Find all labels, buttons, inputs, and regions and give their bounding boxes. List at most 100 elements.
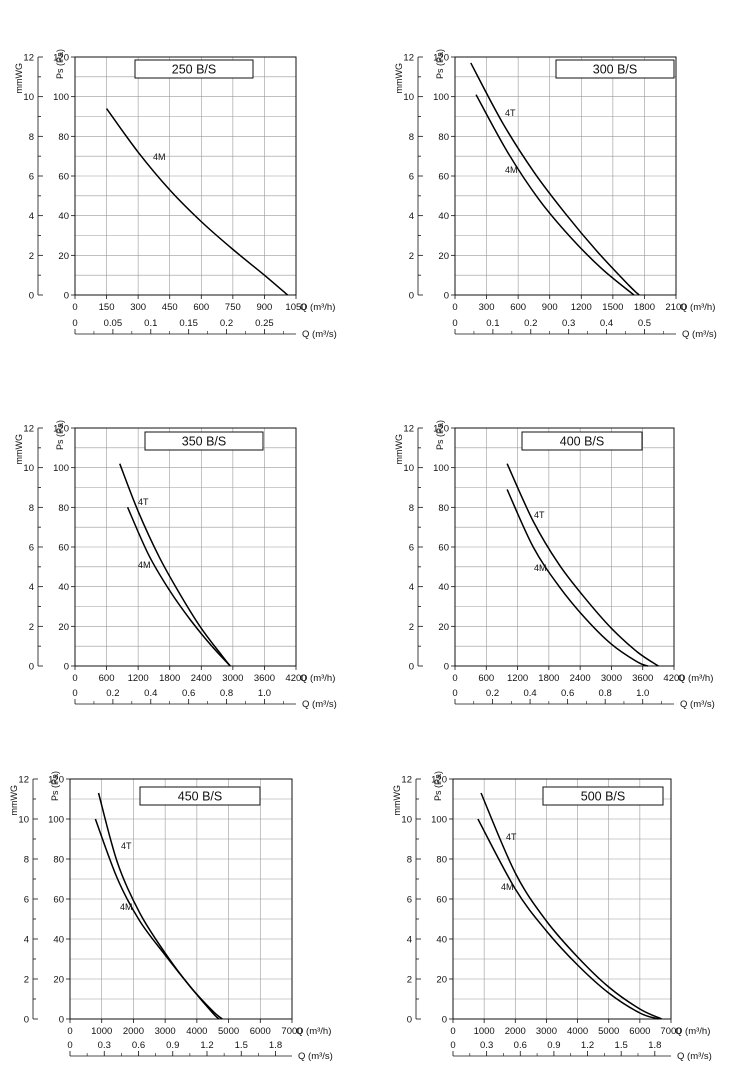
mmwg-tick-label: 10: [403, 463, 414, 474]
mmwg-tick-label: 4: [24, 935, 29, 946]
x2-tick-label: 0.4: [144, 688, 157, 699]
x-tick-label: 5000: [598, 1026, 619, 1037]
x2-tick-label: 0.2: [220, 318, 233, 329]
x-tick-label: 750: [225, 302, 241, 313]
x-tick-label: 2000: [505, 1026, 526, 1037]
chart-title: 350 B/S: [182, 435, 226, 449]
mmwg-tick-label: 2: [29, 251, 34, 262]
x2-tick-label: 1.5: [615, 1040, 628, 1051]
x-tick-label: 0: [452, 302, 457, 313]
pa-tick-label: 60: [53, 895, 64, 906]
x-tick-label: 2400: [191, 673, 212, 684]
mmwg-tick-label: 12: [401, 775, 412, 786]
mmwg-tick-label: 10: [23, 92, 34, 103]
mmwg-tick-label: 8: [29, 132, 34, 143]
x2-tick-label: 0: [72, 318, 77, 329]
pa-tick-label: 40: [53, 935, 64, 946]
pa-tick-label: 80: [438, 132, 449, 143]
mmwg-tick-label: 0: [24, 1015, 29, 1026]
pa-tick-label: 80: [438, 503, 449, 514]
pa-tick-label: 120: [48, 775, 64, 786]
x2-tick-label: 1.0: [636, 688, 649, 699]
x-tick-label: 2000: [123, 1026, 144, 1037]
pa-tick-label: 0: [64, 662, 69, 673]
pa-axis-title: Ps (Pa): [55, 49, 65, 79]
x-tick-label: 3600: [632, 673, 653, 684]
mmwg-tick-label: 12: [23, 424, 34, 435]
x2-tick-label: 0.6: [561, 688, 574, 699]
mmwg-tick-label: 4: [29, 211, 34, 222]
pa-tick-label: 40: [436, 935, 447, 946]
x2-tick-label: 0: [450, 1040, 455, 1051]
x-axis-title: Q (m³/h): [296, 1026, 331, 1037]
pa-tick-label: 100: [431, 815, 447, 826]
pa-tick-label: 80: [58, 503, 69, 514]
x2-tick-label: 0: [452, 318, 457, 329]
x-tick-label: 1050: [285, 302, 306, 313]
series-line-4t: [97, 792, 223, 1020]
pa-tick-label: 60: [58, 543, 69, 554]
x-tick-label: 0: [72, 673, 77, 684]
series-line-4t: [480, 792, 662, 1020]
x2-tick-label: 0.8: [220, 688, 233, 699]
x-tick-label: 1200: [571, 302, 592, 313]
series-label-4t: 4T: [506, 832, 517, 842]
mmwg-tick-label: 4: [407, 935, 412, 946]
x-tick-label: 0: [72, 302, 77, 313]
mmwg-axis-title: mmWG: [394, 434, 404, 465]
mmwg-tick-label: 0: [29, 291, 34, 302]
x-tick-label: 6000: [629, 1026, 650, 1037]
pa-tick-label: 120: [433, 424, 449, 435]
series-label-4m: 4M: [120, 902, 133, 912]
x2-tick-label: 1.0: [258, 688, 271, 699]
x-tick-label: 0: [450, 1026, 455, 1037]
series-line-4t: [470, 62, 640, 296]
x-tick-label: 3000: [222, 673, 243, 684]
x2-tick-label: 0.6: [514, 1040, 527, 1051]
mmwg-tick-label: 8: [409, 132, 414, 143]
pa-tick-label: 100: [433, 463, 449, 474]
x2-tick-label: 0.2: [106, 688, 119, 699]
x-tick-label: 600: [510, 302, 526, 313]
x-tick-label: 1000: [91, 1026, 112, 1037]
x2-tick-label: 1.5: [235, 1040, 248, 1051]
x2-axis-title: Q (m³/s): [298, 1051, 333, 1062]
mmwg-tick-label: 4: [409, 582, 414, 593]
series-label-4t: 4T: [121, 841, 132, 851]
x-tick-label: 4000: [567, 1026, 588, 1037]
chart-title-box: [144, 431, 264, 451]
series-line-4m: [475, 94, 635, 296]
chart-title: 450 B/S: [178, 790, 222, 804]
pa-tick-label: 80: [58, 132, 69, 143]
mmwg-tick-label: 2: [29, 622, 34, 633]
mmwg-tick-label: 0: [409, 662, 414, 673]
mmwg-tick-label: 8: [407, 855, 412, 866]
x2-tick-label: 1.8: [648, 1040, 661, 1051]
chart-title: 500 B/S: [581, 790, 625, 804]
mmwg-tick-label: 12: [18, 775, 29, 786]
series-line-4m: [126, 507, 231, 667]
mmwg-tick-label: 6: [407, 895, 412, 906]
mmwg-tick-label: 0: [409, 291, 414, 302]
series-line-4m: [477, 818, 659, 1020]
mmwg-tick-label: 12: [403, 424, 414, 435]
mmwg-tick-label: 8: [24, 855, 29, 866]
x-tick-label: 600: [193, 302, 209, 313]
x-tick-label: 0: [452, 673, 457, 684]
x-tick-label: 1800: [538, 673, 559, 684]
series-label-4m: 4M: [501, 882, 514, 892]
pa-axis-title: Ps (Pa): [50, 771, 60, 801]
series-line-4t: [506, 463, 659, 667]
mmwg-tick-label: 6: [29, 543, 34, 554]
series-line-4m: [94, 818, 220, 1020]
mmwg-tick-label: 10: [403, 92, 414, 103]
series-label-4m: 4M: [534, 563, 547, 573]
x2-tick-label: 0.05: [104, 318, 123, 329]
pa-axis-title: Ps (Pa): [55, 420, 65, 450]
pa-tick-label: 120: [53, 53, 69, 64]
mmwg-tick-label: 12: [403, 53, 414, 64]
pa-tick-label: 20: [58, 622, 69, 633]
